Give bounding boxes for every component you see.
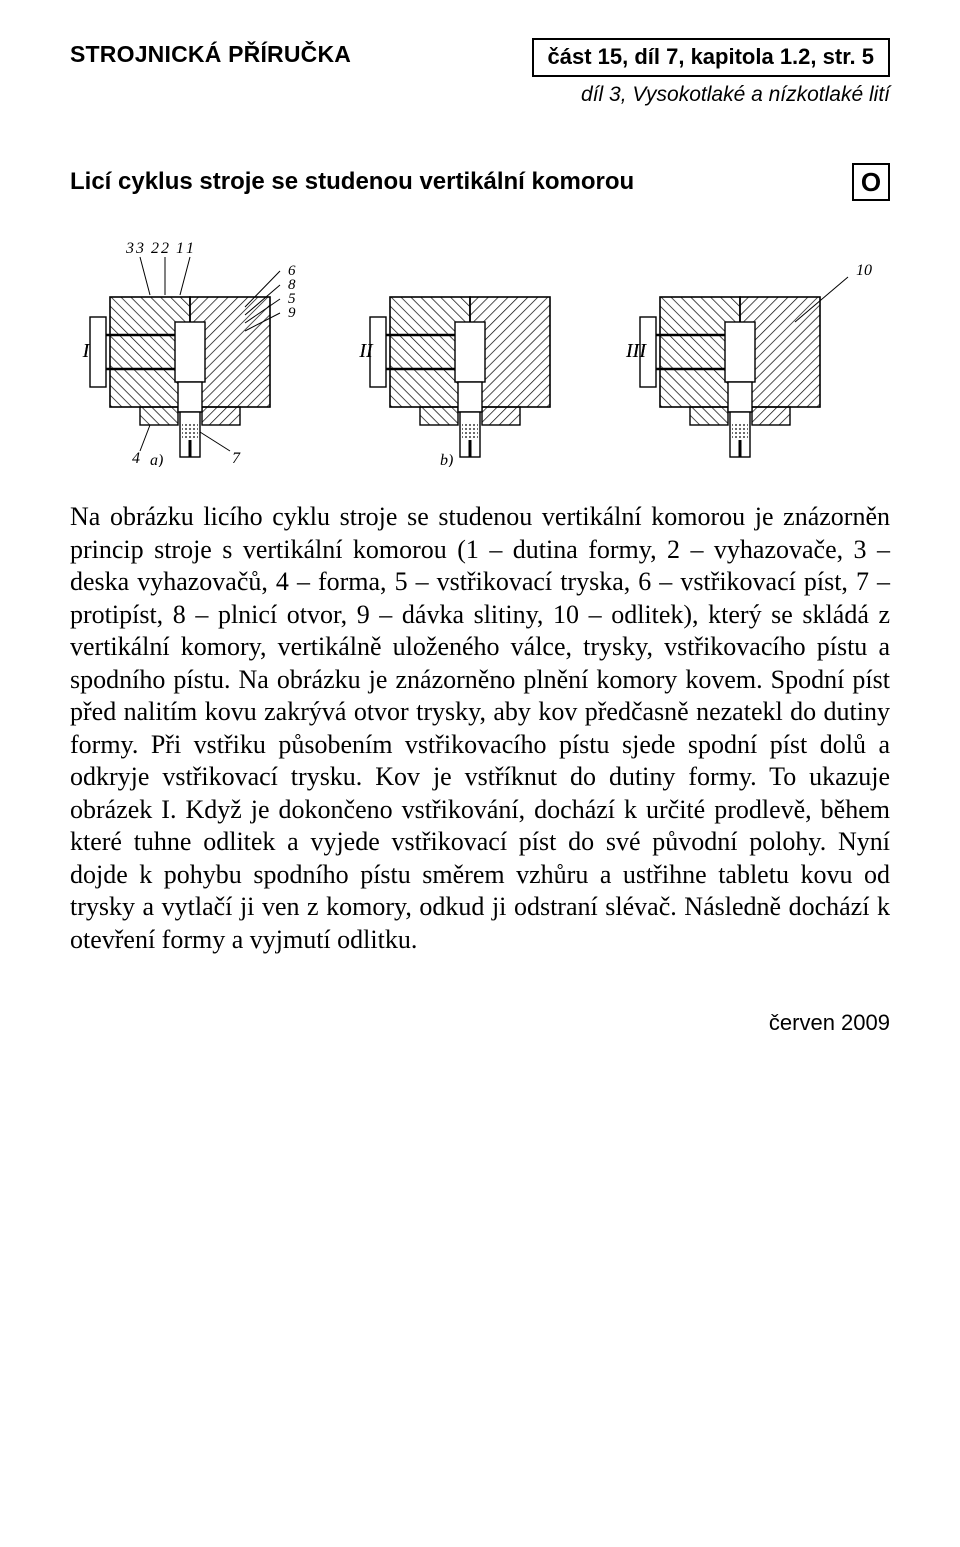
svg-text:1: 1 [186,240,194,257]
svg-text:I: I [82,340,91,362]
svg-text:a): a) [150,452,163,467]
section-marker: O [852,163,890,201]
manual-title: STROJNICKÁ PŘÍRUČKA [70,38,351,68]
svg-text:9: 9 [288,305,296,321]
svg-text:II: II [358,340,374,362]
section-heading-row: Licí cyklus stroje se studenou vertikáln… [70,163,890,201]
svg-text:3: 3 [125,240,134,257]
mechanism-figure: I321685947I321IIIIIII10IIIa)b) [70,227,890,467]
section-title: Licí cyklus stroje se studenou vertikáln… [70,168,634,196]
svg-text:7: 7 [232,450,241,467]
svg-text:b): b) [440,452,453,467]
body-paragraph: Na obrázku licího cyklu stroje se studen… [70,501,890,956]
svg-text:10: 10 [856,262,872,279]
svg-text:1: 1 [176,240,184,257]
page-header: STROJNICKÁ PŘÍRUČKA část 15, díl 7, kapi… [70,38,890,77]
svg-text:2: 2 [161,240,169,257]
svg-text:III: III [625,340,647,362]
svg-text:3: 3 [135,240,144,257]
svg-text:2: 2 [151,240,159,257]
page-subheader: díl 3, Vysokotlaké a nízkotlaké lití [70,83,890,107]
page-locator-box: část 15, díl 7, kapitola 1.2, str. 5 [532,38,891,77]
page-footer-date: červen 2009 [70,1010,890,1036]
svg-text:4: 4 [132,450,140,467]
